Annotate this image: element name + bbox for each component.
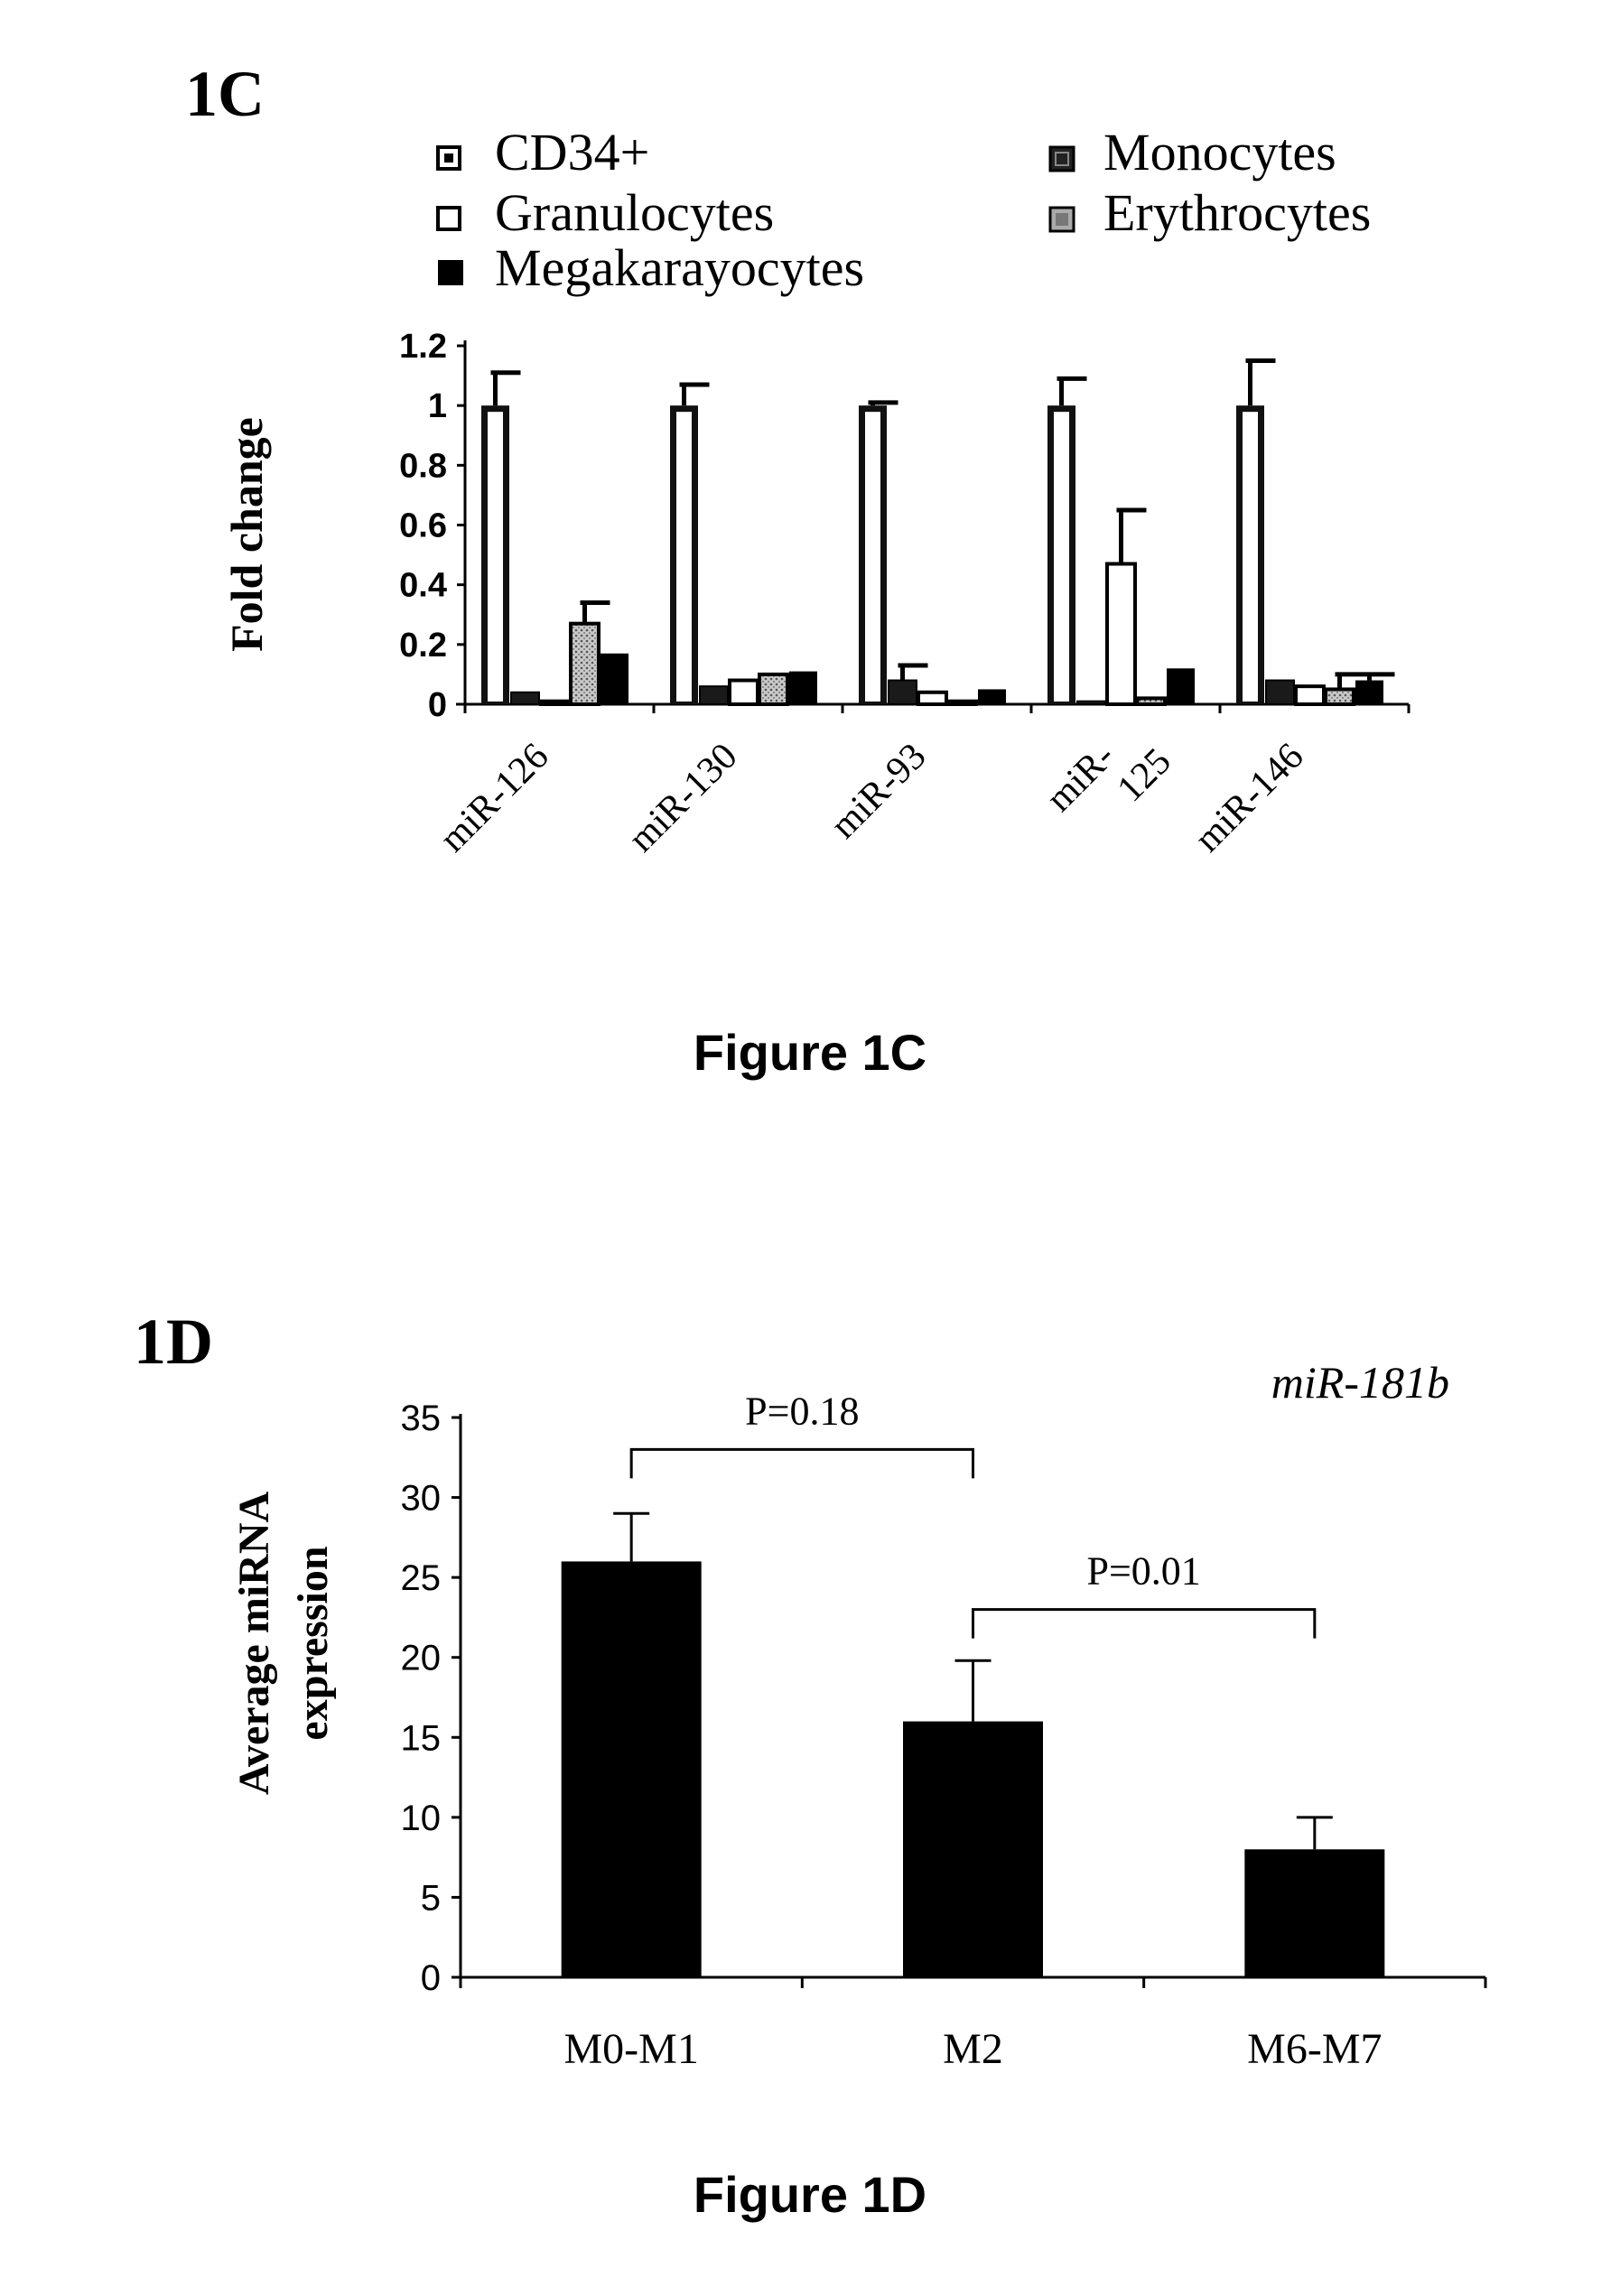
p-value-label-1: P=0.18 bbox=[745, 1389, 859, 1433]
x-tick-label-m6-m7: M6-M7 bbox=[1247, 2025, 1382, 2073]
bar-mir-146-megakarayocytes bbox=[1355, 681, 1383, 704]
legend-1c: CD34+ Granulocytes Megakarayocytes Monoc… bbox=[438, 123, 1371, 297]
panel-1d: 1D miR-181b Average miRNA expression 0 5 1… bbox=[134, 1306, 1485, 2223]
y-tick-label: 0 bbox=[428, 686, 447, 724]
chart-title-1d: miR-181b bbox=[1271, 1357, 1449, 1408]
bar-mir-130-cd34-inner bbox=[676, 412, 692, 702]
y-tick-label: 0 bbox=[421, 1958, 441, 1998]
p-value-label-2: P=0.01 bbox=[1087, 1549, 1201, 1594]
x-tick-label-line: miR-93 bbox=[823, 736, 934, 847]
y-axis-title-1d-line2: expression bbox=[289, 1546, 337, 1740]
bar-mir-125-cd34-inner bbox=[1054, 412, 1069, 702]
significance-bracket-1 bbox=[631, 1449, 973, 1478]
bar-mir-130-megakarayocytes bbox=[789, 672, 817, 704]
legend-label-monocytes: Monocytes bbox=[1103, 123, 1336, 181]
y-axis-title-1d-line1: Average miRNA bbox=[230, 1492, 278, 1796]
panel-1c: 1C CD34+ Granulocytes Megakarayocytes Mo… bbox=[185, 58, 1409, 1081]
bar-mir-126-monocytes bbox=[511, 693, 539, 704]
y-tick-label: 35 bbox=[401, 1399, 442, 1438]
panel-label-1c: 1C bbox=[185, 58, 265, 130]
y-tick-label: 0.8 bbox=[399, 447, 447, 485]
bar-mir-126-erythrocytes bbox=[571, 624, 599, 704]
x-tick-label-mir-126: miR-126 bbox=[432, 736, 556, 860]
bar-mir-146-erythrocytes bbox=[1326, 689, 1354, 704]
legend-item-monocytes: Monocytes bbox=[1050, 123, 1336, 181]
x-tick-label-line: miR-130 bbox=[620, 736, 745, 860]
bar-m0-m1 bbox=[562, 1561, 702, 1977]
caption-1c: Figure 1C bbox=[694, 1024, 926, 1081]
bars-1c bbox=[481, 361, 1395, 704]
bar-mir-130-granulocytes bbox=[730, 681, 758, 704]
y-tick-label: 0.2 bbox=[399, 627, 447, 665]
x-tick-label-mir-130: miR-130 bbox=[620, 736, 745, 860]
y-tick-label: 0.6 bbox=[399, 507, 447, 545]
legend-swatch-monocytes bbox=[1050, 147, 1074, 171]
x-tick-label-m2: M2 bbox=[943, 2025, 1003, 2073]
legend-label-erythrocytes: Erythrocytes bbox=[1103, 183, 1371, 242]
y-tick-label: 30 bbox=[401, 1479, 442, 1519]
legend-label-granulocytes: Granulocytes bbox=[495, 183, 774, 242]
x-tick-label-m0-m1: M0-M1 bbox=[563, 2025, 698, 2073]
x-tick-label-mir-146: miR-146 bbox=[1187, 736, 1311, 860]
caption-1d: Figure 1D bbox=[694, 2166, 926, 2223]
bar-mir-125-granulocytes bbox=[1107, 564, 1135, 704]
bar-mir-93-monocytes bbox=[889, 681, 917, 704]
legend-swatch-granulocytes bbox=[438, 208, 460, 229]
legend-swatch-megakaryocytes bbox=[438, 260, 463, 285]
bar-m6-m7 bbox=[1244, 1849, 1384, 1977]
legend-item-granulocytes: Granulocytes bbox=[438, 183, 774, 242]
bar-mir-130-erythrocytes bbox=[759, 674, 787, 704]
y-tick-label: 1.2 bbox=[399, 328, 447, 366]
y-tick-label: 1 bbox=[428, 387, 447, 425]
bar-mir-146-monocytes bbox=[1266, 681, 1294, 704]
y-tick-label: 0.4 bbox=[399, 567, 447, 605]
x-tick-label-line: miR-126 bbox=[432, 736, 556, 860]
y-tick-label: 5 bbox=[421, 1878, 441, 1918]
bar-mir-126-granulocytes bbox=[541, 702, 569, 704]
bar-mir-93-erythrocytes bbox=[948, 702, 976, 704]
bar-mir-125-megakarayocytes bbox=[1167, 668, 1195, 704]
y-axis-title-1c: Fold change bbox=[221, 417, 272, 652]
y-tick-label: 20 bbox=[401, 1639, 442, 1678]
bar-mir-125-monocytes bbox=[1077, 702, 1105, 704]
bar-m2 bbox=[903, 1722, 1043, 1977]
legend-item-cd34: CD34+ bbox=[438, 123, 649, 181]
y-tick-label: 15 bbox=[401, 1718, 442, 1758]
bar-mir-93-cd34-inner bbox=[865, 412, 880, 702]
x-tick-label-line: miR-146 bbox=[1187, 736, 1311, 860]
legend-label-cd34: CD34+ bbox=[495, 123, 649, 181]
bar-mir-93-megakarayocytes bbox=[978, 689, 1006, 704]
bar-mir-146-granulocytes bbox=[1296, 686, 1324, 704]
annotations-1d: P=0.18 P=0.01 bbox=[631, 1389, 1315, 1638]
legend-item-erythrocytes: Erythrocytes bbox=[1050, 183, 1371, 242]
panel-label-1d: 1D bbox=[134, 1306, 213, 1378]
bar-mir-125-erythrocytes bbox=[1137, 698, 1165, 704]
bars-1d bbox=[562, 1513, 1385, 1977]
bar-mir-146-cd34-inner bbox=[1243, 412, 1258, 702]
x-tick-label-mir-93: miR-93 bbox=[823, 736, 934, 847]
bar-mir-126-megakarayocytes bbox=[601, 654, 628, 704]
bar-mir-93-granulocytes bbox=[918, 693, 946, 704]
y-tick-label: 25 bbox=[401, 1558, 442, 1598]
bar-mir-130-monocytes bbox=[700, 686, 728, 704]
bar-mir-126-cd34-inner bbox=[488, 412, 503, 702]
legend-label-megakaryocytes: Megakarayocytes bbox=[495, 238, 864, 297]
x-tick-label-line: 125 bbox=[1110, 740, 1179, 810]
x-tick-label-mir-125: miR-125 bbox=[1038, 710, 1179, 851]
y-tick-label: 10 bbox=[401, 1799, 442, 1838]
legend-item-megakaryocytes: Megakarayocytes bbox=[438, 238, 864, 297]
significance-bracket-2 bbox=[973, 1610, 1315, 1639]
x-tick-label-line: miR- bbox=[1038, 736, 1123, 821]
